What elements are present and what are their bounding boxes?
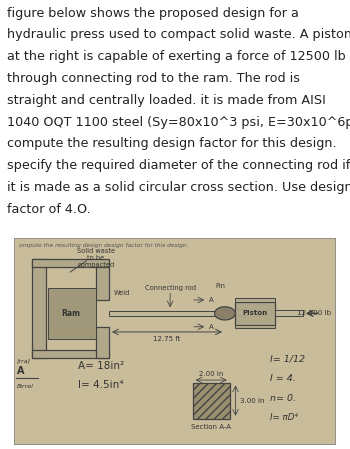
Text: 3.00 in: 3.00 in: [240, 398, 265, 404]
Text: A: A: [16, 366, 24, 376]
Text: Weld: Weld: [114, 290, 130, 296]
Text: 2.00 in: 2.00 in: [199, 371, 223, 377]
Text: 1040 OQT 1100 steel (Sy=80x10^3 psi, E=30x10^6psi.: 1040 OQT 1100 steel (Sy=80x10^3 psi, E=3…: [7, 115, 350, 128]
Text: Birrel: Birrel: [16, 384, 34, 389]
Text: Solid waste
to be
compacted: Solid waste to be compacted: [77, 248, 115, 269]
Text: 12 500 lb: 12 500 lb: [297, 310, 331, 317]
Text: 12.75 ft: 12.75 ft: [153, 336, 181, 343]
Text: [rra]: [rra]: [16, 358, 31, 363]
Bar: [235, 325, 275, 328]
Text: n= 0.: n= 0.: [270, 393, 296, 403]
Text: ompute the resulting design design factor for this design.: ompute the resulting design design facto…: [19, 243, 188, 248]
Text: I= 4.5in⁴: I= 4.5in⁴: [78, 379, 124, 390]
Text: hydraulic press used to compact solid waste. A piston: hydraulic press used to compact solid wa…: [7, 28, 350, 41]
Text: A= 18in²: A= 18in²: [78, 361, 125, 371]
Text: Piston: Piston: [243, 310, 268, 317]
Text: A: A: [209, 297, 214, 303]
Text: it is made as a solid circular cross section. Use design: it is made as a solid circular cross sec…: [7, 181, 350, 194]
Bar: [96, 267, 109, 300]
Bar: [235, 302, 275, 325]
Text: figure below shows the proposed design for a: figure below shows the proposed design f…: [7, 7, 299, 20]
Bar: [96, 327, 109, 358]
Text: factor of 4.O.: factor of 4.O.: [7, 202, 91, 216]
Text: I= 1/12: I= 1/12: [270, 354, 305, 363]
Text: Connecting rod: Connecting rod: [145, 285, 196, 291]
Bar: [109, 311, 225, 316]
Circle shape: [215, 307, 235, 320]
Text: Ram: Ram: [61, 309, 80, 318]
Text: at the right is capable of exerting a force of 12500 lb: at the right is capable of exerting a fo…: [7, 50, 346, 63]
Text: I = 4.: I = 4.: [270, 374, 296, 383]
Text: through connecting rod to the ram. The rod is: through connecting rod to the ram. The r…: [7, 72, 300, 85]
Bar: [193, 383, 230, 418]
Bar: [32, 259, 46, 358]
Bar: [48, 287, 96, 339]
Text: Pin: Pin: [215, 282, 225, 289]
Bar: [235, 298, 275, 302]
Text: specify the required diameter of the connecting rod if: specify the required diameter of the con…: [7, 159, 350, 172]
Text: A: A: [209, 324, 214, 330]
Bar: [32, 259, 109, 267]
Text: I= πD⁴: I= πD⁴: [270, 413, 298, 422]
Text: Section A-A: Section A-A: [191, 424, 231, 430]
Text: straight and centrally loaded. it is made from AISI: straight and centrally loaded. it is mad…: [7, 94, 326, 107]
Bar: [32, 349, 109, 358]
Bar: [275, 310, 303, 317]
Text: compute the resulting design factor for this design.: compute the resulting design factor for …: [7, 137, 337, 150]
